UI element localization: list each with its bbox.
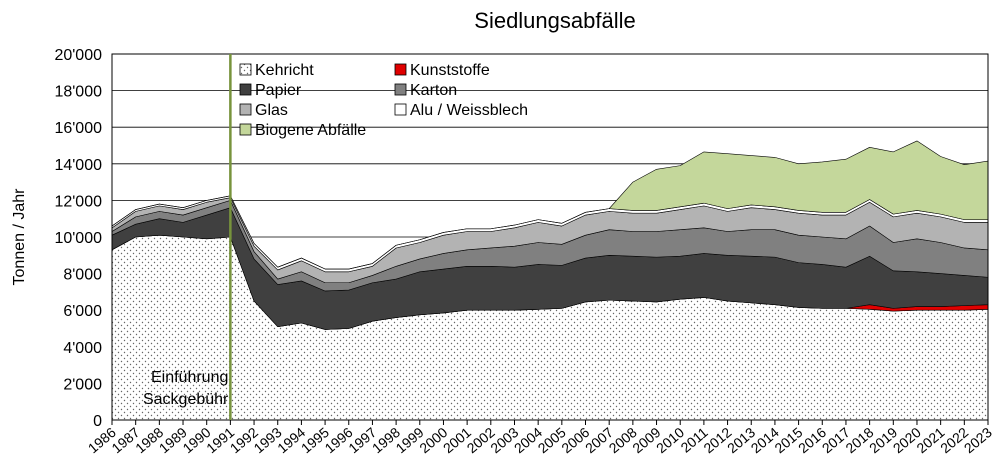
legend-swatch [239,123,252,136]
y-tick-label: 2'000 [63,376,102,393]
y-tick-label: 20'000 [54,47,102,64]
y-tick-label: 8'000 [63,267,102,284]
legend-swatch [239,83,252,96]
legend-swatch [394,63,407,76]
legend-label: Kehricht [255,62,314,79]
legend-label: Biogene Abfälle [255,122,366,139]
y-tick-label: 12'000 [54,193,102,210]
legend-label: Karton [410,82,457,99]
y-tick-label: 14'000 [54,157,102,174]
x-tick-label: 2023 [961,424,995,456]
legend-label: Alu / Weissblech [410,102,528,119]
legend-label: Kunststoffe [410,62,490,79]
legend-swatch [394,83,407,96]
annotation-text: Sackgebühr [143,391,229,408]
y-tick-label: 6'000 [63,303,102,320]
y-tick-label: 0 [93,413,102,430]
y-tick-label: 10'000 [54,230,102,247]
legend-swatch [239,103,252,116]
legend-swatch [239,63,252,76]
legend-label: Papier [255,82,302,99]
annotation-text: Einführung [151,369,228,386]
y-tick-label: 4'000 [63,340,102,357]
chart-title: Siedlungsabfälle [474,8,635,33]
plot-border [111,53,989,421]
legend-swatch [394,103,407,116]
y-tick-label: 18'000 [54,84,102,101]
y-axis-label: Tonnen / Jahr [11,188,28,286]
y-tick-label: 16'000 [54,120,102,137]
legend-label: Glas [255,102,288,119]
